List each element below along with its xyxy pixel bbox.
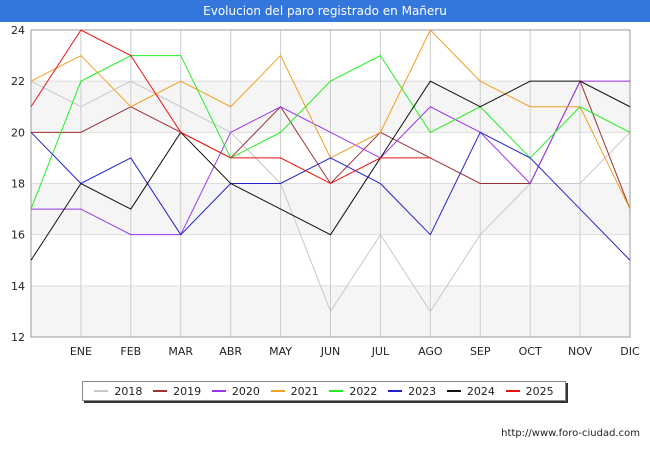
legend-label: 2020	[231, 384, 260, 398]
line-chart: 12 14 16 18 20 22 24 ENE FEB MAR ABR MAY JUN JUL AGO SE…	[11, 24, 640, 358]
x-tick-label: ABR	[219, 345, 242, 358]
legend-label: 2022	[349, 384, 378, 398]
legend-label: 2018	[114, 384, 143, 398]
series-line-2023	[30, 131, 631, 261]
legend-item-2022: 2022	[329, 385, 377, 398]
x-tick-label: ENE	[70, 345, 92, 358]
plot-border	[30, 29, 631, 338]
y-tick-label: 16	[11, 229, 25, 242]
legend-swatch	[211, 390, 226, 392]
legend-swatch	[94, 390, 109, 392]
y-tick-label: 12	[11, 331, 25, 344]
x-tick-label: DIC	[620, 345, 640, 358]
y-tick-label: 18	[11, 178, 25, 191]
legend-item-2024: 2024	[446, 384, 495, 398]
chart-title: Evolucion del paro registrado en Mañeru	[0, 0, 650, 22]
legend-swatch	[270, 390, 285, 392]
legend-item-2025: 2025	[505, 384, 554, 398]
y-tick-label: 22	[11, 75, 25, 88]
source-url: http://www.foro-ciudad.com	[501, 428, 640, 439]
chart-legend: 2018 2019 2020 2021 2022 2023 2024 2025	[82, 381, 566, 401]
legend-label: 2019	[173, 384, 202, 398]
series-line-2020	[31, 80, 630, 236]
legend-label: 2024	[466, 384, 495, 398]
legend-label: 2023	[408, 384, 437, 398]
legend-label: 2025	[525, 384, 554, 398]
legend-item-2021: 2021	[270, 384, 319, 398]
x-tick-label: JUN	[320, 345, 341, 358]
legend-item-2018: 2018	[94, 385, 142, 398]
series-line-2024	[30, 80, 631, 261]
x-tick-label: SEP	[470, 345, 491, 358]
y-tick-label: 14	[11, 280, 25, 293]
x-tick-label: NOV	[568, 345, 593, 358]
x-tick-label: OCT	[519, 345, 542, 358]
x-tick-label: MAR	[168, 345, 193, 358]
y-tick-label: 24	[11, 24, 25, 37]
legend-swatch	[388, 390, 403, 392]
series-line-2025	[30, 29, 431, 185]
legend-swatch	[329, 390, 344, 392]
legend-swatch	[505, 390, 520, 392]
legend-label: 2021	[290, 384, 319, 398]
legend-swatch	[153, 390, 168, 392]
legend-item-2020: 2020	[211, 384, 260, 398]
x-tick-label: FEB	[120, 345, 141, 358]
legend-item-2019: 2019	[153, 385, 201, 398]
legend-item-2023: 2023	[388, 385, 436, 398]
legend-swatch	[446, 390, 461, 392]
x-tick-label: JUL	[371, 345, 390, 358]
y-tick-label: 20	[11, 126, 25, 139]
x-tick-label: AGO	[418, 345, 443, 358]
x-tick-label: MAY	[269, 345, 292, 358]
